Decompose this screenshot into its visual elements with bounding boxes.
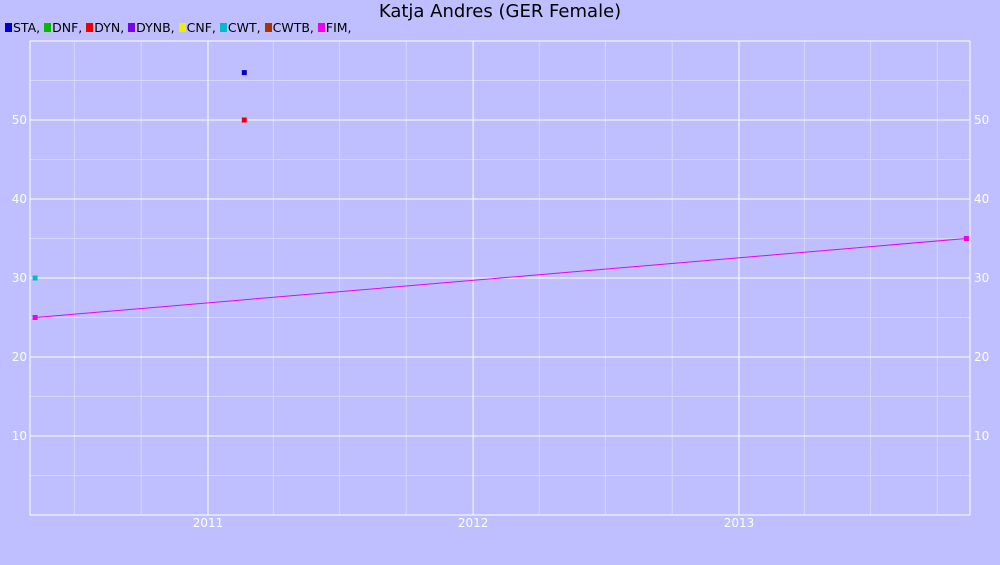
legend-item: CNF, <box>178 20 216 35</box>
y-tick-label: 50 <box>12 113 27 127</box>
x-tick-label: 2012 <box>458 516 489 530</box>
tick-labels: 10 10 20 20 30 30 40 40 50 50 2011 2012 2013 <box>12 113 990 530</box>
chart-legend: STA, DNF, DYN, DYNB, CNF, CWT, CWTB, FIM, <box>5 20 356 35</box>
series-layer <box>32 70 969 320</box>
y-tick-label: 20 <box>12 350 27 364</box>
legend-item: DYN, <box>86 20 124 35</box>
data-point-sta <box>241 70 247 76</box>
y-tick-label-right: 30 <box>974 271 989 285</box>
data-point-fim <box>32 315 38 320</box>
legend-label: DYN, <box>94 20 125 35</box>
plot-frame <box>29 40 971 516</box>
legend-swatch <box>264 23 272 32</box>
legend-item: CWTB, <box>264 20 314 35</box>
x-tick-label: 2011 <box>193 516 224 530</box>
legend-item: FIM, <box>317 20 352 35</box>
legend-swatch <box>5 23 12 32</box>
legend-swatch <box>44 23 52 32</box>
legend-swatch <box>317 23 325 32</box>
data-point-dyn <box>241 117 247 123</box>
legend-item: STA, <box>5 20 40 35</box>
series-line-fim <box>35 238 967 318</box>
y-tick-label-right: 20 <box>974 350 989 364</box>
axes <box>29 40 971 516</box>
y-tick-label: 40 <box>12 192 27 206</box>
x-tick-label: 2013 <box>724 516 755 530</box>
legend-item: DYNB, <box>128 20 175 35</box>
chart-title: Katja Andres (GER Female) <box>378 1 622 22</box>
legend-swatch <box>178 23 186 32</box>
y-tick-label-right: 40 <box>974 192 989 206</box>
legend-swatch <box>128 23 136 32</box>
legend-label: CWTB, <box>272 20 314 35</box>
y-tick-label-right: 10 <box>974 429 989 443</box>
data-point-cwt <box>32 275 38 281</box>
data-point-fim <box>963 236 969 241</box>
legend-label: FIM, <box>325 20 352 35</box>
y-tick-label: 10 <box>12 429 27 443</box>
legend-label: DNF, <box>52 20 83 35</box>
legend-label: DYNB, <box>136 20 175 35</box>
legend-label: CWT, <box>227 20 261 35</box>
legend-label: CNF, <box>186 20 216 35</box>
legend-swatch <box>86 23 94 32</box>
legend-item: CWT, <box>219 20 261 35</box>
y-tick-label-right: 50 <box>974 113 989 127</box>
legend-swatch <box>219 23 227 32</box>
legend-label: STA, <box>13 20 41 35</box>
legend-item: DNF, <box>44 20 82 35</box>
y-tick-label: 30 <box>12 271 27 285</box>
